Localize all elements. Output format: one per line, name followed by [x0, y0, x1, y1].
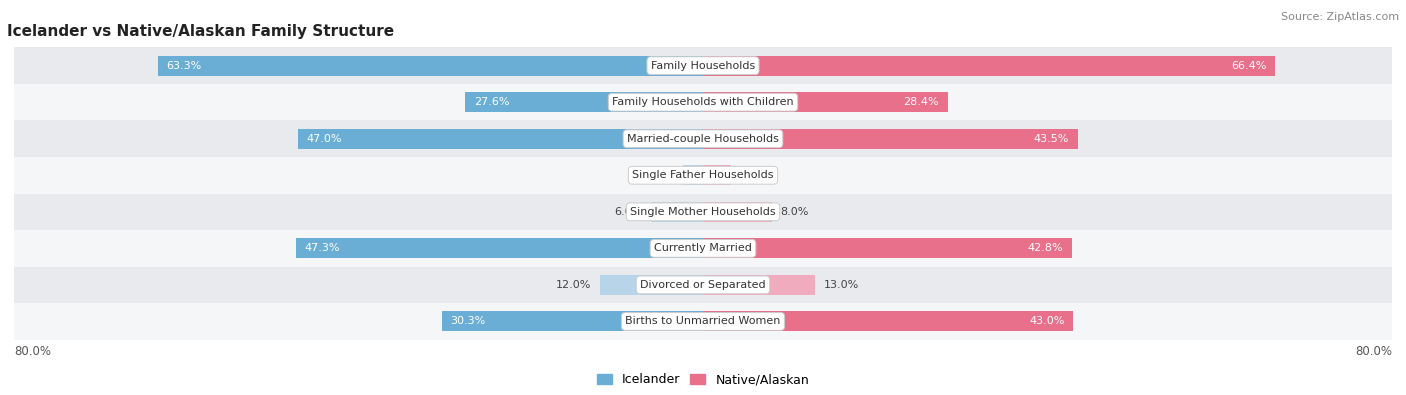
Bar [295, 238, 703, 258]
Bar [14, 157, 1392, 194]
Bar [703, 92, 948, 112]
Bar [703, 238, 1071, 258]
Text: 28.4%: 28.4% [903, 97, 939, 107]
Bar [14, 120, 1392, 157]
Text: 43.0%: 43.0% [1029, 316, 1064, 326]
Text: 13.0%: 13.0% [824, 280, 859, 290]
Bar [703, 275, 815, 295]
Bar [465, 92, 703, 112]
Text: 8.0%: 8.0% [780, 207, 808, 217]
Text: 3.2%: 3.2% [740, 170, 768, 180]
Text: Icelander vs Native/Alaskan Family Structure: Icelander vs Native/Alaskan Family Struc… [7, 24, 394, 39]
Bar [14, 303, 1392, 340]
Bar [157, 56, 703, 76]
Bar [703, 311, 1073, 331]
Bar [14, 194, 1392, 230]
Bar [599, 275, 703, 295]
Text: Single Mother Households: Single Mother Households [630, 207, 776, 217]
Text: 27.6%: 27.6% [474, 97, 509, 107]
Text: 63.3%: 63.3% [166, 61, 201, 71]
Text: Family Households: Family Households [651, 61, 755, 71]
Text: 6.0%: 6.0% [614, 207, 643, 217]
Bar [683, 165, 703, 185]
Text: Single Father Households: Single Father Households [633, 170, 773, 180]
Text: Currently Married: Currently Married [654, 243, 752, 253]
Bar [703, 165, 731, 185]
Text: 43.5%: 43.5% [1033, 134, 1069, 144]
Bar [703, 56, 1275, 76]
Bar [14, 84, 1392, 120]
Bar [14, 47, 1392, 84]
Text: 12.0%: 12.0% [555, 280, 591, 290]
Text: 80.0%: 80.0% [14, 345, 51, 358]
Bar [703, 129, 1077, 149]
Bar [441, 311, 703, 331]
Text: 2.3%: 2.3% [647, 170, 675, 180]
Text: 47.3%: 47.3% [304, 243, 340, 253]
Text: 30.3%: 30.3% [451, 316, 486, 326]
Bar [298, 129, 703, 149]
Text: Source: ZipAtlas.com: Source: ZipAtlas.com [1281, 12, 1399, 22]
Bar [14, 267, 1392, 303]
Text: 66.4%: 66.4% [1230, 61, 1267, 71]
Text: Births to Unmarried Women: Births to Unmarried Women [626, 316, 780, 326]
Text: 47.0%: 47.0% [307, 134, 342, 144]
Text: Married-couple Households: Married-couple Households [627, 134, 779, 144]
Legend: Icelander, Native/Alaskan: Icelander, Native/Alaskan [598, 373, 808, 386]
Text: Family Households with Children: Family Households with Children [612, 97, 794, 107]
Bar [703, 202, 772, 222]
Bar [14, 230, 1392, 267]
Text: Divorced or Separated: Divorced or Separated [640, 280, 766, 290]
Text: 80.0%: 80.0% [1355, 345, 1392, 358]
Text: 42.8%: 42.8% [1028, 243, 1063, 253]
Bar [651, 202, 703, 222]
